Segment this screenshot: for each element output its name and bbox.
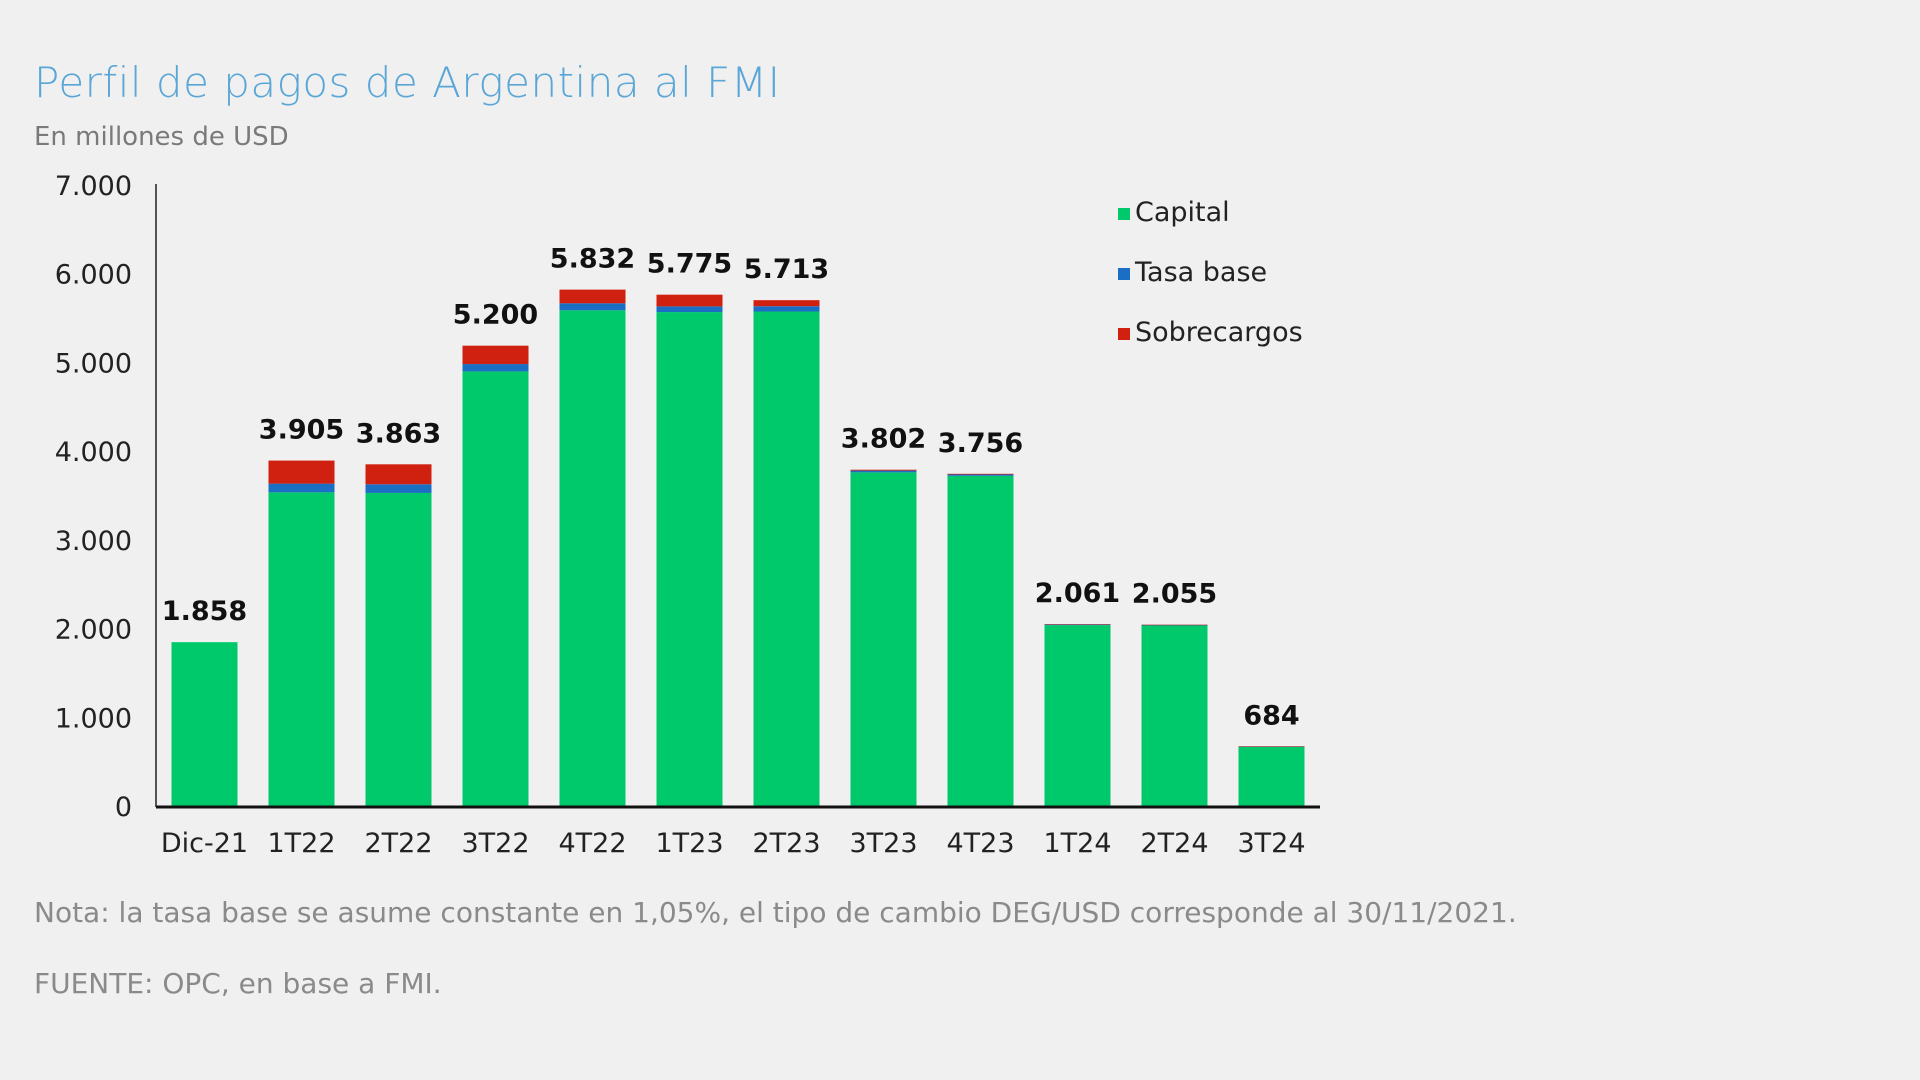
data-label: 3.802 <box>841 424 926 455</box>
x-tick-label: 3T22 <box>461 828 529 859</box>
bar-segment-capital <box>1044 625 1111 807</box>
x-tick-label: Dic-21 <box>161 828 248 859</box>
y-tick-label: 4.000 <box>55 437 132 468</box>
bar-segment-tasa-base <box>268 483 335 493</box>
data-label: 3.756 <box>938 428 1023 459</box>
data-label: 5.832 <box>550 244 635 275</box>
bar-segment-capital <box>462 371 529 807</box>
bar-segment-capital <box>656 312 723 807</box>
bar-segment-capital <box>559 310 626 807</box>
y-tick-label: 6.000 <box>55 260 132 291</box>
legend-swatch-tasa-base <box>1118 268 1130 280</box>
x-tick-label: 1T24 <box>1043 828 1111 859</box>
bar-segment-tasa-base <box>462 364 529 372</box>
data-label: 5.713 <box>744 254 829 285</box>
y-tick-label: 5.000 <box>55 348 132 379</box>
bar-segment-capital <box>1141 625 1208 807</box>
bar-segment-capital <box>1238 746 1305 807</box>
y-tick-label: 0 <box>115 792 132 823</box>
bar-segment-sobrecargos <box>656 294 723 307</box>
bar-segment-capital <box>365 492 432 807</box>
bar-segment-tasa-base <box>753 306 820 312</box>
chart-title: Perfil de pagos de Argentina al FMI <box>34 58 781 107</box>
bar-segment-sobrecargos <box>947 473 1014 475</box>
bar-segment-sobrecargos <box>559 289 626 304</box>
data-label: 1.858 <box>162 596 247 627</box>
chart-source: FUENTE: OPC, en base a FMI. <box>34 967 442 1000</box>
x-tick-label: 1T22 <box>267 828 335 859</box>
bar-segment-sobrecargos <box>365 464 432 485</box>
chart-subtitle: En millones de USD <box>34 122 289 152</box>
x-tick-label: 2T22 <box>364 828 432 859</box>
bar-segment-capital <box>268 492 335 807</box>
x-tick-label: 3T23 <box>849 828 917 859</box>
bar-segment-tasa-base <box>656 306 723 313</box>
bar-segment-sobrecargos <box>1044 624 1111 625</box>
x-tick-label: 4T23 <box>946 828 1014 859</box>
bar-segment-sobrecargos <box>462 345 529 365</box>
data-label: 684 <box>1243 700 1299 731</box>
data-label: 5.775 <box>647 249 732 280</box>
bar-segment-tasa-base <box>365 484 432 493</box>
x-tick-label: 2T23 <box>752 828 820 859</box>
data-label: 2.061 <box>1035 578 1120 609</box>
bar-segment-sobrecargos <box>1238 746 1305 747</box>
bar-segment-sobrecargos <box>850 469 917 471</box>
bar-segment-capital <box>850 472 917 807</box>
legend-label: Sobrecargos <box>1135 317 1303 348</box>
legend-swatch-capital <box>1118 208 1130 220</box>
y-tick-label: 1.000 <box>55 703 132 734</box>
bar-segment-sobrecargos <box>1141 624 1208 626</box>
x-tick-label: 2T24 <box>1140 828 1208 859</box>
bar-segment-tasa-base <box>850 470 917 473</box>
x-tick-label: 1T23 <box>655 828 723 859</box>
data-label: 3.905 <box>259 415 344 446</box>
y-tick-label: 7.000 <box>55 171 132 202</box>
bar-segment-capital <box>171 642 238 807</box>
chart-note: Nota: la tasa base se asume constante en… <box>34 896 1517 929</box>
y-tick-label: 2.000 <box>55 615 132 646</box>
bar-segment-sobrecargos <box>268 460 335 484</box>
bar-segment-tasa-base <box>559 303 626 311</box>
data-label: 3.863 <box>356 418 441 449</box>
data-label: 5.200 <box>453 300 538 331</box>
bar-segment-tasa-base <box>1044 624 1111 626</box>
bar-segment-capital <box>753 311 820 807</box>
legend-label: Capital <box>1135 197 1230 228</box>
y-tick-label: 3.000 <box>55 526 132 557</box>
x-tick-label: 3T24 <box>1237 828 1305 859</box>
bar-segment-tasa-base <box>947 474 1014 476</box>
bar-segment-sobrecargos <box>753 300 820 307</box>
legend-label: Tasa base <box>1134 257 1267 288</box>
data-label: 2.055 <box>1132 579 1217 610</box>
x-tick-label: 4T22 <box>558 828 626 859</box>
legend-swatch-sobrecargos <box>1118 328 1130 340</box>
bar-segment-capital <box>947 475 1014 807</box>
